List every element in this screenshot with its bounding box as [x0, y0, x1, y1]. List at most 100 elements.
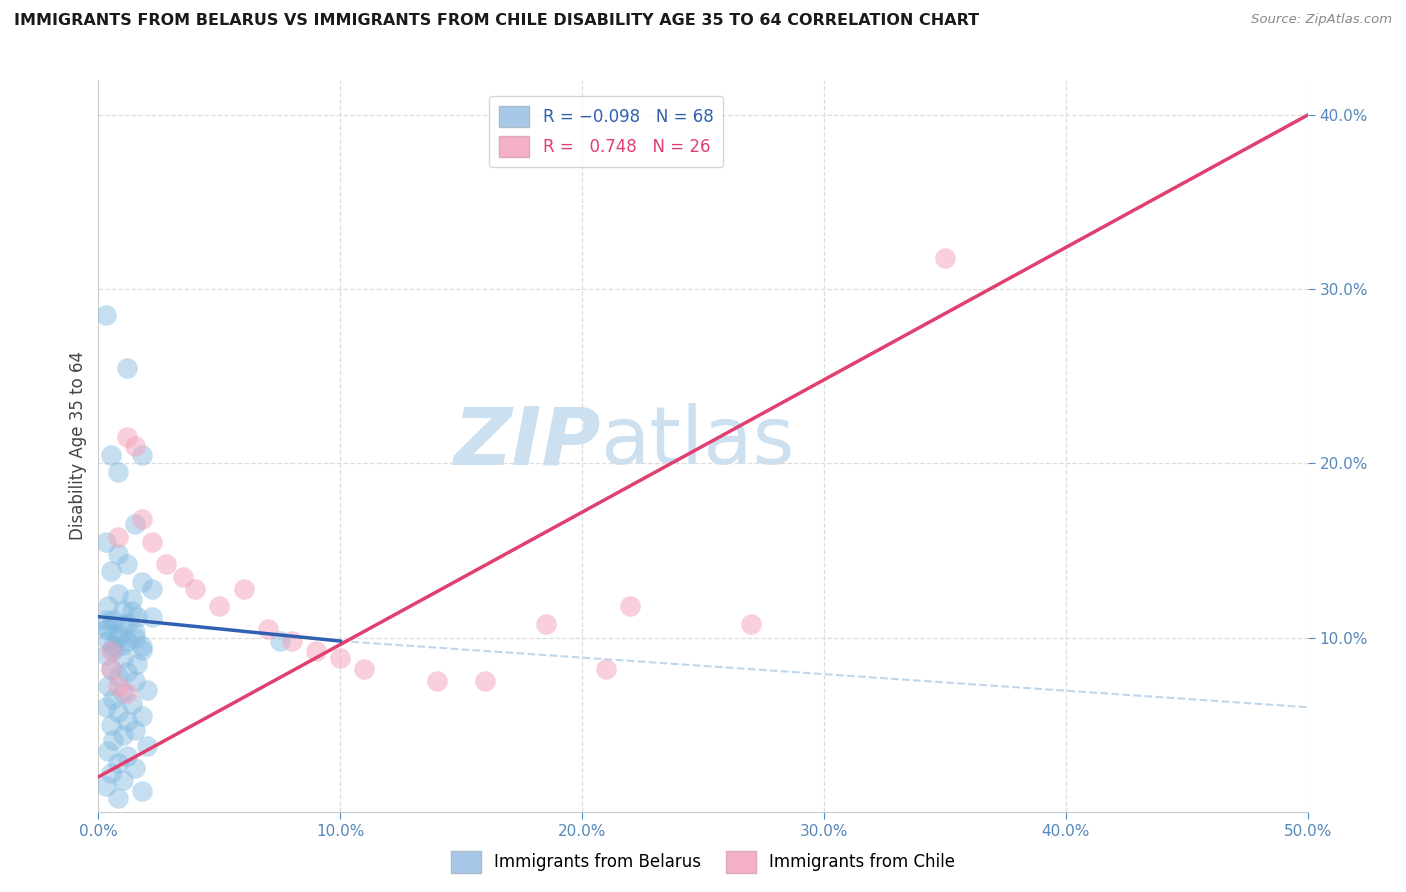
Point [94, 309, 117, 323]
Point [131, 512, 153, 526]
Point [107, 587, 129, 601]
Point [121, 592, 143, 607]
Point [329, 651, 352, 665]
Point [100, 448, 122, 462]
Point [107, 631, 129, 645]
Point [94, 779, 117, 793]
Text: IMMIGRANTS FROM BELARUS VS IMMIGRANTS FROM CHILE DISABILITY AGE 35 TO 64 CORRELA: IMMIGRANTS FROM BELARUS VS IMMIGRANTS FR… [14, 13, 979, 29]
Point [117, 634, 139, 648]
Point [124, 517, 146, 532]
Point [124, 723, 146, 737]
Point [107, 790, 129, 805]
Point [124, 674, 146, 689]
Point [141, 534, 163, 549]
Point [426, 674, 449, 689]
Point [94, 534, 117, 549]
Point [172, 569, 194, 583]
Point [100, 717, 122, 731]
Point [94, 700, 117, 714]
Point [111, 773, 134, 788]
Legend: R = −0.098   N = 68, R =   0.748   N = 26: R = −0.098 N = 68, R = 0.748 N = 26 [489, 96, 723, 167]
Point [100, 644, 122, 658]
Text: ZIP: ZIP [453, 403, 600, 482]
Point [117, 360, 139, 375]
Text: Source: ZipAtlas.com: Source: ZipAtlas.com [1251, 13, 1392, 27]
Legend: Immigrants from Belarus, Immigrants from Chile: Immigrants from Belarus, Immigrants from… [444, 845, 962, 880]
Point [269, 634, 291, 648]
Point [111, 603, 134, 617]
Point [131, 574, 153, 589]
Point [934, 251, 956, 265]
Point [135, 739, 157, 753]
Point [184, 582, 207, 596]
Point [117, 714, 139, 728]
Point [281, 634, 304, 648]
Point [208, 599, 231, 614]
Point [124, 439, 146, 453]
Point [131, 709, 153, 723]
Point [131, 448, 153, 462]
Point [141, 609, 163, 624]
Point [97, 634, 120, 648]
Point [94, 622, 117, 636]
Point [107, 547, 129, 561]
Point [107, 679, 129, 693]
Point [256, 622, 278, 636]
Point [107, 756, 129, 770]
Point [107, 465, 129, 479]
Point [101, 642, 124, 657]
Point [740, 616, 762, 631]
Point [131, 640, 153, 654]
Point [135, 682, 157, 697]
Point [111, 638, 134, 652]
Point [474, 674, 496, 689]
Point [595, 662, 617, 676]
Point [107, 627, 129, 641]
Point [101, 613, 124, 627]
Point [155, 558, 177, 572]
Point [131, 642, 153, 657]
Point [117, 749, 139, 764]
Point [101, 733, 124, 747]
Point [121, 604, 143, 618]
Point [101, 640, 124, 654]
Point [94, 613, 117, 627]
Point [121, 697, 143, 711]
Point [619, 599, 641, 614]
Point [100, 662, 122, 676]
Point [97, 744, 120, 758]
Point [124, 625, 146, 640]
Point [232, 582, 254, 596]
Point [124, 631, 146, 645]
Point [97, 599, 120, 614]
Point [97, 679, 120, 693]
Point [100, 565, 122, 579]
Point [305, 644, 328, 658]
Point [107, 669, 129, 683]
Point [107, 530, 129, 544]
Point [111, 616, 134, 631]
Point [127, 657, 149, 671]
Point [107, 706, 129, 720]
Point [111, 728, 134, 742]
Point [117, 665, 139, 680]
Point [100, 662, 122, 676]
Point [111, 651, 134, 665]
Point [127, 609, 149, 624]
Point [353, 662, 375, 676]
Point [141, 582, 163, 596]
Point [101, 691, 124, 706]
Point [117, 616, 139, 631]
Point [117, 558, 139, 572]
Point [94, 648, 117, 662]
Point [100, 766, 122, 780]
Point [97, 622, 120, 636]
Point [124, 761, 146, 775]
Point [117, 686, 139, 700]
Point [131, 784, 153, 798]
Point [534, 616, 557, 631]
Y-axis label: Disability Age 35 to 64: Disability Age 35 to 64 [69, 351, 87, 541]
Point [111, 686, 134, 700]
Point [117, 430, 139, 444]
Text: atlas: atlas [600, 403, 794, 482]
